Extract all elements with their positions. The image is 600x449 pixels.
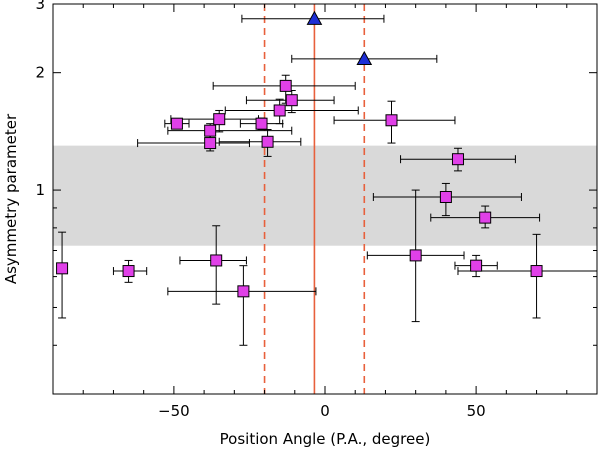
triangle-marker: [356, 50, 373, 65]
square-marker: [479, 211, 492, 224]
x-tick-label: 0: [320, 402, 330, 420]
ticks-layer: −50 0 50 1 2 3: [35, 0, 598, 420]
square-marker: [530, 265, 543, 278]
y-tick-label: 1: [35, 181, 45, 199]
x-tick-label: −50: [158, 402, 190, 420]
square-marker: [237, 285, 250, 298]
square-marker: [273, 104, 286, 117]
square-marker: [470, 259, 483, 272]
square-marker: [204, 137, 217, 150]
triangle-marker: [306, 10, 323, 25]
square-marker: [122, 265, 135, 278]
square-marker: [213, 113, 226, 126]
y-axis-label: Asymmetry parameter: [2, 113, 20, 284]
squares-error-bar: [167, 265, 317, 346]
square-marker: [204, 124, 217, 137]
square-marker: [385, 114, 398, 127]
x-tick-label: 50: [467, 402, 486, 420]
square-marker: [451, 153, 464, 166]
square-marker: [56, 262, 69, 275]
y-tick-label: 2: [35, 64, 45, 82]
x-axis-label: Position Angle (P.A., degree): [220, 430, 431, 448]
reference-lines-layer: [263, 4, 366, 394]
square-marker: [409, 249, 422, 262]
markers-layer: [56, 10, 543, 298]
shaded-band: [53, 145, 597, 246]
square-marker: [261, 135, 274, 148]
y-tick-label: 3: [35, 0, 45, 13]
squares-error-bar: [218, 128, 302, 157]
square-marker: [279, 79, 292, 92]
square-marker: [255, 117, 268, 130]
square-marker: [439, 190, 452, 203]
square-marker: [210, 254, 223, 267]
squares-error-bar: [58, 231, 67, 319]
square-marker: [285, 94, 298, 107]
square-marker: [170, 117, 183, 130]
band-layer: [53, 145, 597, 246]
